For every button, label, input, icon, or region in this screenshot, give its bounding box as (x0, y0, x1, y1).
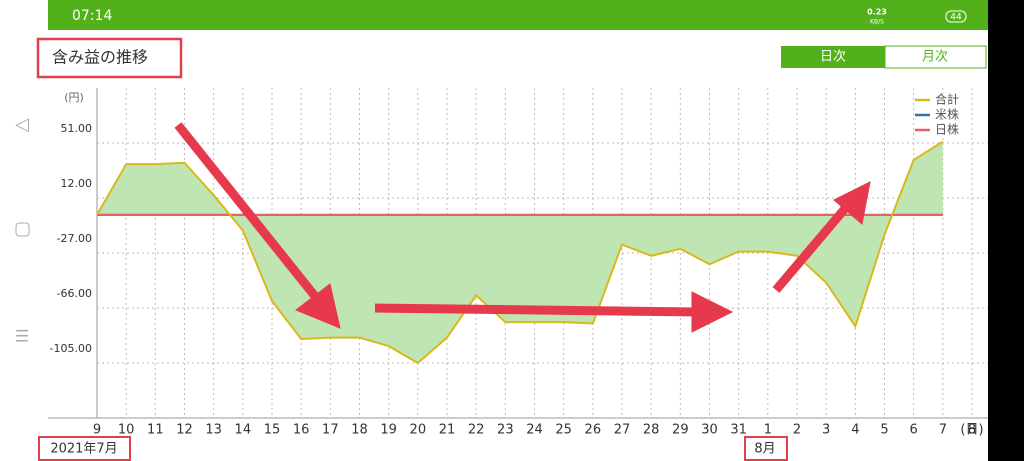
x-tick-label: 11 (147, 423, 164, 438)
x-tick-label: 26 (585, 423, 602, 438)
status-speed-unit: KB/S (870, 19, 884, 26)
y-tick-label: 12.00 (61, 177, 93, 190)
x-tick-label: 23 (497, 423, 514, 438)
annotation-arrows (174, 122, 871, 333)
y-tick-label: -105.00 (50, 342, 92, 355)
y-tick-label: -66.00 (57, 287, 92, 300)
highlight-box (744, 436, 788, 461)
x-tick-label: 28 (643, 423, 660, 438)
y-tick-label: -27.00 (57, 232, 92, 245)
arrow (174, 122, 322, 303)
x-tick-label: 10 (118, 423, 135, 438)
tab-daily-label[interactable]: 日次 (820, 49, 846, 65)
y-unit: (円) (64, 91, 84, 104)
nav-back[interactable]: ◁ (15, 114, 29, 135)
x-tick-label: 7 (939, 423, 947, 438)
x-tick-label: 12 (176, 423, 193, 438)
battery-level: 44 (950, 13, 962, 23)
x-tick-label: 25 (555, 423, 572, 438)
x-tick-label: 18 (351, 423, 368, 438)
x-tick-label: 29 (672, 423, 689, 438)
legend-label: 米株 (935, 107, 959, 122)
x-tick-label: 9 (93, 423, 101, 438)
x-tick-label: 5 (880, 423, 888, 438)
month-label: 8月 (754, 442, 775, 457)
x-tick-label: 19 (380, 423, 397, 438)
status-speed: 0.23 (867, 8, 887, 17)
x-tick-label: 8 (968, 423, 976, 438)
arrow (772, 202, 852, 293)
status-bar (48, 0, 988, 30)
arrow-head (295, 283, 341, 329)
x-tick-label: 22 (468, 423, 485, 438)
x-tick-label: 21 (439, 423, 456, 438)
x-tick-label: 17 (322, 423, 339, 438)
highlight-box (36, 37, 183, 79)
x-tick-label: 27 (614, 423, 631, 438)
status-time: 07:14 (72, 8, 112, 24)
battery-icon (945, 10, 967, 23)
highlight-box (38, 436, 131, 461)
tab-daily[interactable] (781, 46, 885, 68)
legend-label: 合計 (935, 92, 959, 107)
page-title: 含み益の推移 (52, 48, 148, 67)
arrow (374, 303, 701, 317)
y-tick-label: 51.00 (61, 122, 93, 135)
x-unit: (日) (960, 423, 983, 438)
x-tick-label: 3 (822, 423, 830, 438)
x-tick-label: 30 (701, 423, 718, 438)
right-edge (988, 0, 1024, 461)
x-tick-label: 16 (293, 423, 310, 438)
x-tick-label: 4 (851, 423, 859, 438)
arrow-head (833, 181, 871, 225)
x-tick-label: 1 (764, 423, 772, 438)
nav-menu[interactable]: ☰ (15, 327, 29, 346)
x-tick-label: 6 (910, 423, 918, 438)
x-tick-label: 2 (793, 423, 801, 438)
legend-label: 日株 (935, 122, 959, 137)
x-tick-label: 13 (205, 423, 222, 438)
month-label: 2021年7月 (50, 442, 117, 457)
x-tick-label: 14 (235, 423, 252, 438)
x-tick-label: 31 (730, 423, 747, 438)
x-tick-label: 15 (264, 423, 281, 438)
tab-monthly-label[interactable]: 月次 (922, 49, 948, 65)
x-tick-label: 24 (526, 423, 543, 438)
nav-home[interactable] (15, 222, 30, 237)
tab-monthly[interactable] (884, 45, 987, 69)
area-fill (97, 141, 943, 363)
arrow-head (691, 291, 734, 333)
x-tick-label: 20 (410, 423, 427, 438)
